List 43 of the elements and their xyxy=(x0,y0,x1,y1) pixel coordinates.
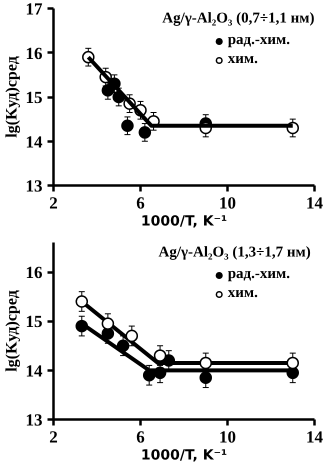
point xyxy=(116,340,130,352)
chart-title: Ag/γ-Al₂O₃ (0,7÷1,1 нм) xyxy=(162,10,315,26)
x-tick-label: 2 xyxy=(49,194,58,212)
y-tick-label: 15 xyxy=(26,312,42,332)
x-axis-title: 1000/T, K⁻¹ xyxy=(140,214,228,230)
point xyxy=(126,330,138,342)
y-tick-label: 17 xyxy=(26,0,43,18)
point xyxy=(154,366,166,380)
x-tick-label: 14 xyxy=(306,428,324,446)
point xyxy=(142,369,156,382)
x-axis-title: 1000/T, K⁻¹ xyxy=(140,448,228,464)
y-tick-label: 16 xyxy=(26,263,42,282)
x-tick-label: 2 xyxy=(49,428,58,446)
point xyxy=(200,356,212,370)
point xyxy=(162,354,176,367)
y-tick-label: 13 xyxy=(26,410,42,430)
y-axis-title: lg(Kуд)сред xyxy=(4,290,20,372)
point xyxy=(76,320,88,332)
legend-label: хим. xyxy=(228,285,258,302)
point xyxy=(286,356,299,370)
x-tick-label: 14 xyxy=(306,194,324,212)
point xyxy=(121,120,134,132)
chart-title: Ag/γ-Al₂O₃ (1,3÷1,7 нм) xyxy=(158,244,311,260)
point xyxy=(138,126,152,139)
x-tick-label: 6 xyxy=(136,428,145,446)
x-tick-label: 6 xyxy=(136,194,145,212)
y-tick-label: 13 xyxy=(26,176,42,196)
x-tick-label: 10 xyxy=(219,428,236,446)
y-tick-label: 14 xyxy=(26,361,43,380)
point xyxy=(76,295,88,308)
y-tick-label: 14 xyxy=(26,132,43,152)
point xyxy=(154,349,166,362)
y-tick-label: 15 xyxy=(26,88,42,107)
legend-label: хим. xyxy=(228,51,258,68)
point xyxy=(286,366,299,380)
legend-label: рад.-хим. xyxy=(228,32,290,49)
y-axis-title: lg(Kуд)сред xyxy=(4,56,20,138)
y-tick-label: 16 xyxy=(26,44,42,63)
point xyxy=(200,371,212,384)
point xyxy=(102,317,114,330)
point xyxy=(102,327,114,340)
legend-label: рад.-хим. xyxy=(228,266,290,283)
x-tick-label: 10 xyxy=(219,194,236,212)
